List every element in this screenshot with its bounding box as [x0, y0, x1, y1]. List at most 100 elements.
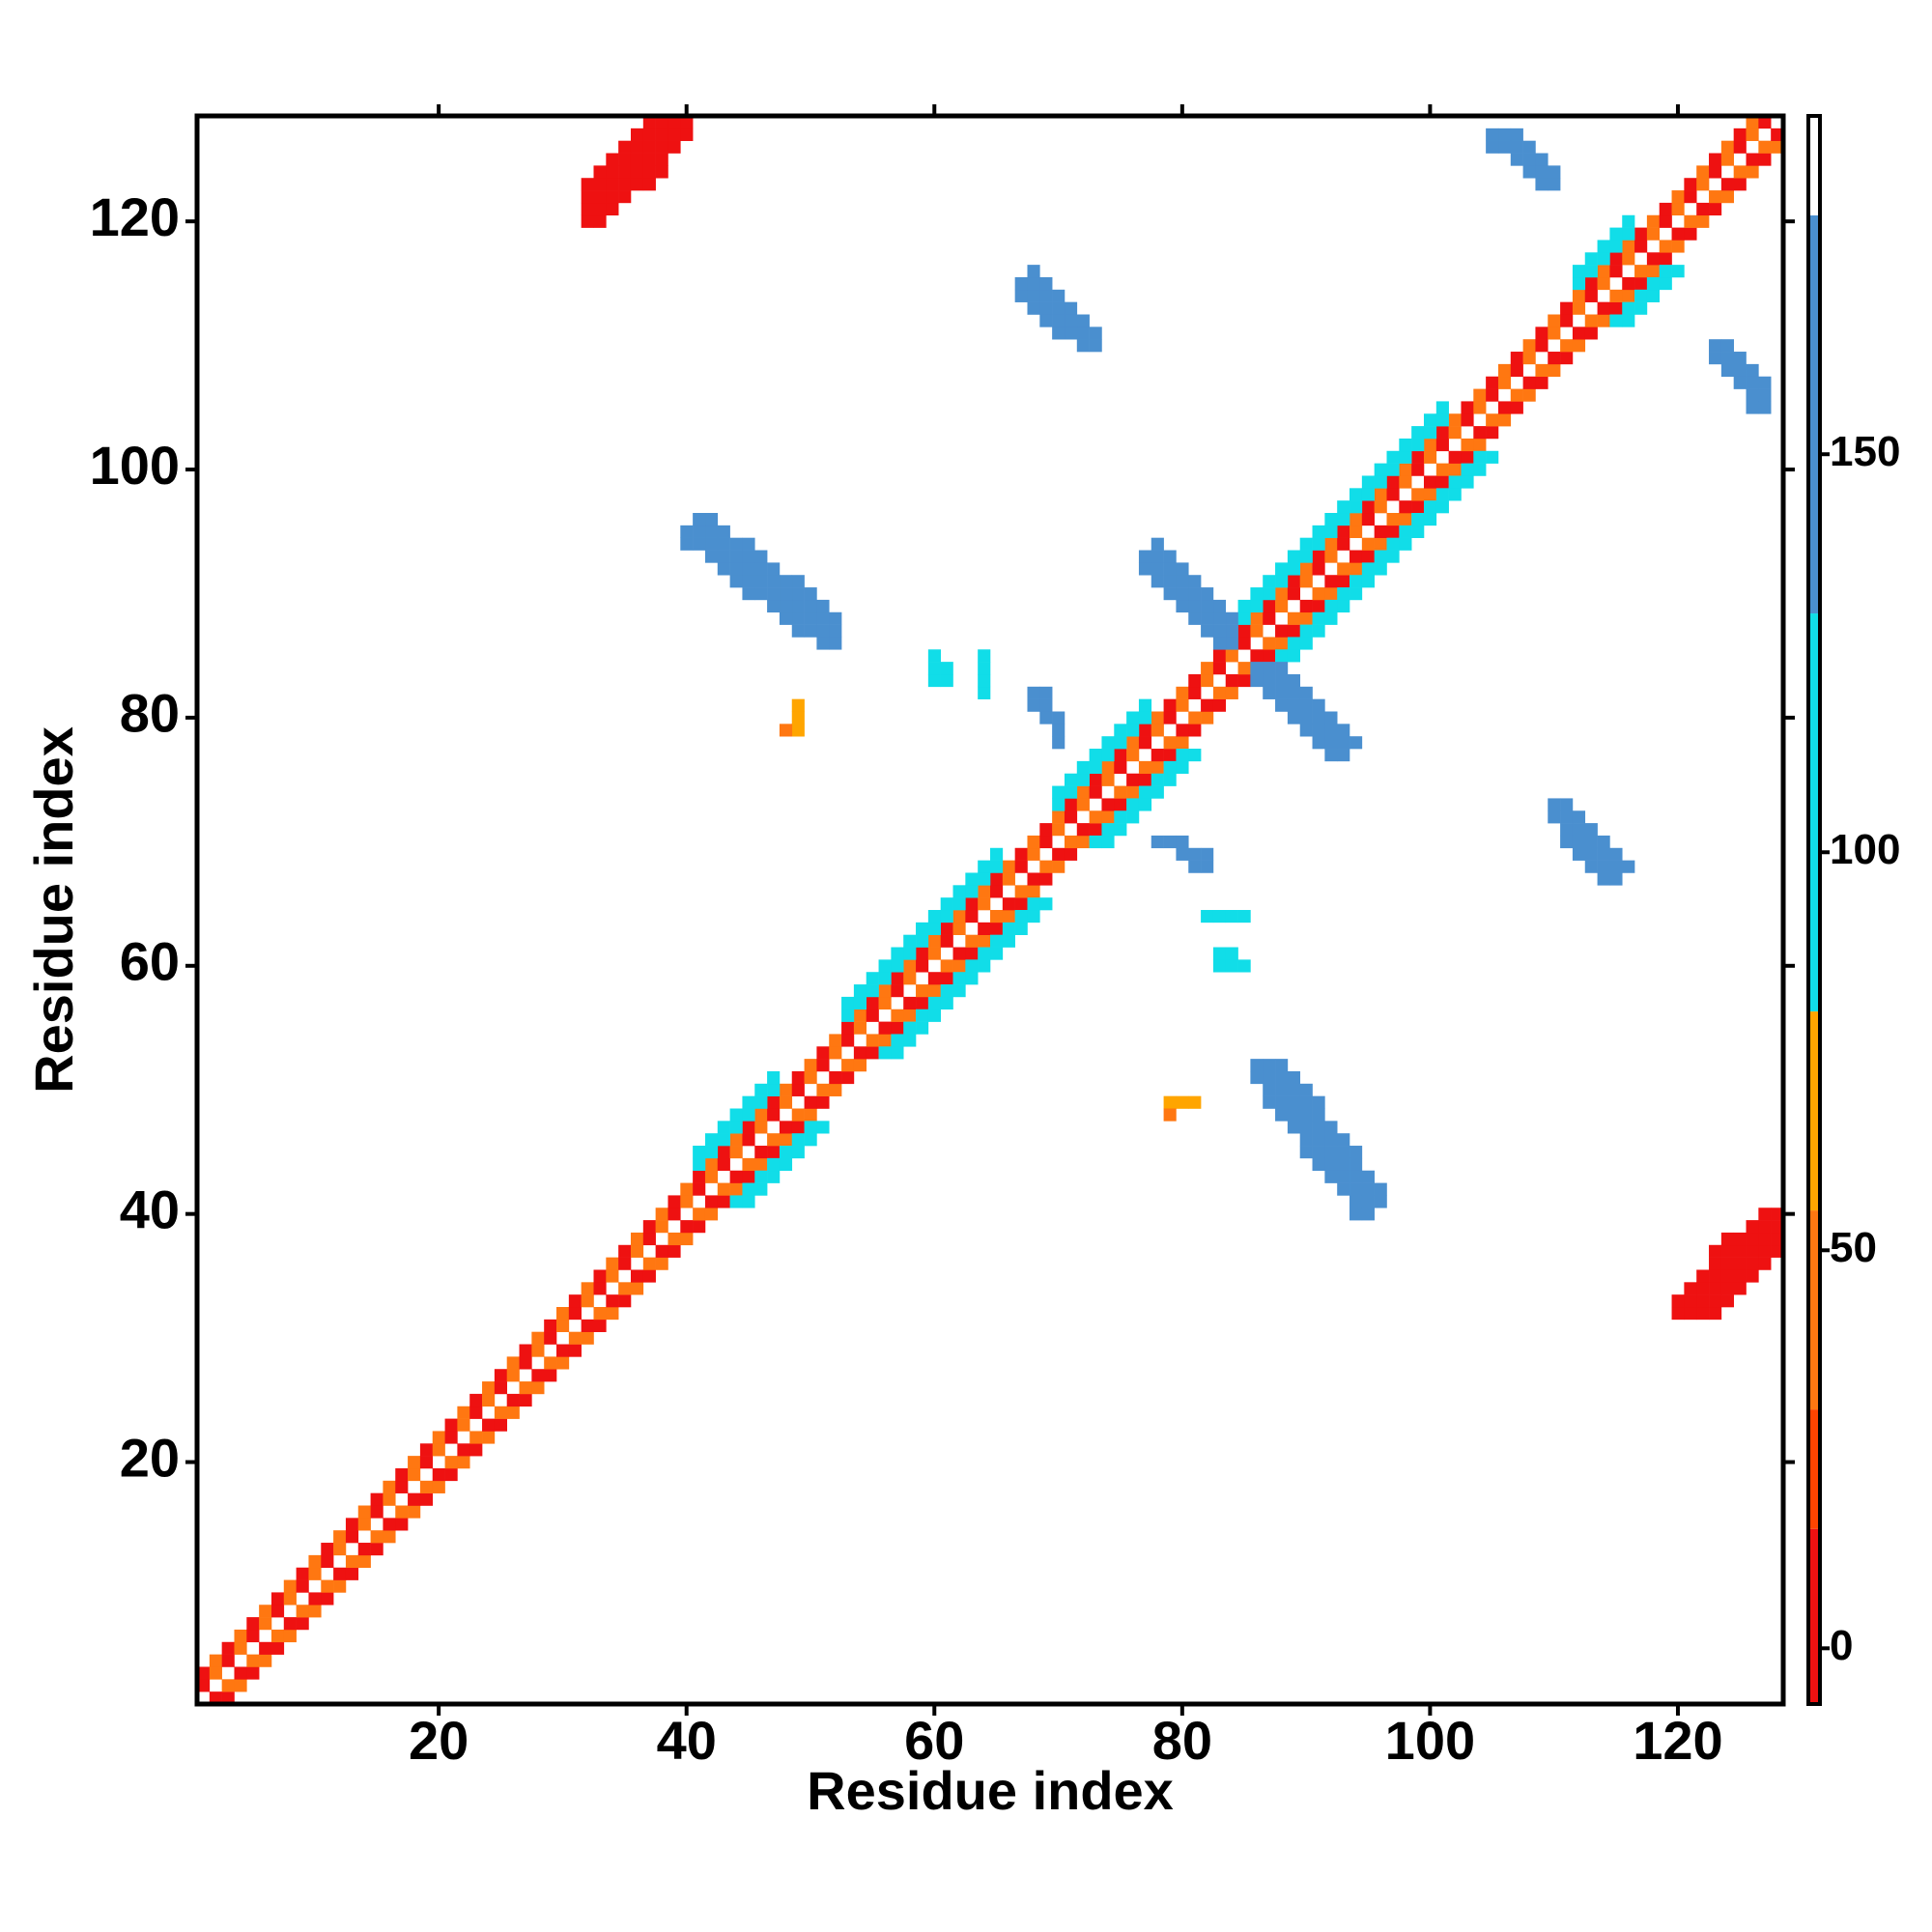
cell-mirror	[668, 1208, 681, 1221]
cell	[1350, 562, 1363, 576]
cell	[1002, 922, 1015, 935]
cell	[1287, 649, 1301, 663]
cell	[1212, 698, 1227, 712]
cell	[767, 1133, 781, 1147]
cell	[804, 1108, 817, 1122]
cell	[1560, 835, 1574, 849]
x-tick-label: 60	[904, 1710, 964, 1771]
cell	[1312, 599, 1325, 613]
cell-mirror	[978, 686, 991, 699]
cell	[990, 910, 1004, 923]
cell	[1374, 562, 1387, 576]
cell-mirror	[1299, 537, 1313, 551]
cell-mirror	[1522, 339, 1536, 353]
cell	[1423, 500, 1437, 514]
cell-mirror	[1126, 724, 1140, 737]
cell	[1473, 450, 1487, 464]
cell-mirror	[432, 1431, 445, 1444]
cell	[1411, 500, 1425, 514]
cell	[1386, 550, 1400, 563]
cell	[1225, 910, 1238, 923]
cell	[1609, 872, 1623, 886]
cell-mirror	[1250, 624, 1264, 638]
cell-mirror	[866, 972, 879, 985]
cell	[779, 1146, 793, 1159]
heatmap-cells	[197, 116, 1784, 1705]
cell-mirror	[357, 1505, 371, 1519]
cell-mirror	[1138, 724, 1152, 737]
cell-mirror	[742, 562, 755, 576]
cell	[506, 1393, 520, 1407]
cell-mirror	[704, 513, 719, 526]
cell	[1263, 673, 1276, 688]
cell	[1622, 860, 1635, 873]
cell	[1299, 711, 1313, 724]
cell	[1163, 1108, 1177, 1122]
cell	[321, 1592, 334, 1605]
cell	[1709, 202, 1722, 216]
cell	[1299, 1095, 1313, 1109]
cell-mirror	[630, 178, 644, 191]
cell-mirror	[1746, 128, 1759, 141]
cell	[1337, 575, 1350, 588]
cell-mirror	[1299, 562, 1313, 576]
cell	[1176, 835, 1189, 849]
cell	[1733, 178, 1747, 191]
cell	[1733, 165, 1747, 179]
cell	[1275, 1108, 1289, 1122]
cell-mirror	[779, 611, 793, 625]
cell-mirror	[593, 1282, 607, 1295]
cell	[408, 1505, 421, 1519]
cell-mirror	[717, 1121, 730, 1134]
cell-mirror	[1064, 327, 1078, 340]
cell	[1101, 810, 1115, 824]
cell-mirror	[952, 910, 966, 923]
cell-mirror	[1560, 301, 1574, 315]
cell	[1350, 1208, 1363, 1221]
cell-mirror	[333, 1543, 347, 1556]
cell-mirror	[1510, 363, 1523, 378]
cell-mirror	[1039, 301, 1053, 315]
cell	[1176, 1095, 1189, 1109]
cell-mirror	[816, 637, 830, 650]
x-tick-label: 80	[1152, 1710, 1212, 1771]
cell	[729, 1182, 743, 1196]
cell-mirror	[1572, 265, 1586, 278]
y-tick-label: 80	[120, 683, 180, 744]
cell	[1212, 686, 1227, 699]
cell	[1597, 314, 1610, 327]
cell-mirror	[1176, 599, 1189, 613]
cell-mirror	[606, 1269, 619, 1283]
cell	[1312, 1133, 1325, 1147]
cell-mirror	[742, 1095, 755, 1109]
cell	[717, 1182, 730, 1196]
cell-mirror	[693, 525, 706, 538]
cell	[283, 1617, 297, 1631]
cell-mirror	[618, 190, 632, 204]
cell-mirror	[952, 885, 966, 898]
cell-mirror	[1101, 736, 1115, 750]
cell-mirror	[704, 1170, 719, 1183]
cell-mirror	[1039, 314, 1053, 327]
cell-mirror	[1027, 835, 1040, 849]
cell	[829, 1070, 842, 1085]
cell-mirror	[668, 116, 681, 129]
cell-mirror	[804, 1070, 817, 1085]
cell	[1720, 1269, 1734, 1283]
cell-mirror	[370, 1492, 384, 1506]
cell	[1622, 289, 1635, 302]
cell-mirror	[618, 1244, 632, 1258]
cell-mirror	[1671, 190, 1685, 204]
cell	[990, 947, 1004, 960]
cell-mirror	[469, 1406, 483, 1419]
cell-mirror	[642, 1220, 656, 1234]
cell-mirror	[1287, 575, 1301, 588]
cell	[1350, 1182, 1363, 1196]
cell-mirror	[742, 1108, 755, 1122]
cell	[668, 1232, 681, 1246]
cell	[1237, 662, 1251, 675]
cell-mirror	[1225, 611, 1238, 625]
cell-mirror	[742, 587, 755, 601]
cell	[469, 1431, 483, 1444]
